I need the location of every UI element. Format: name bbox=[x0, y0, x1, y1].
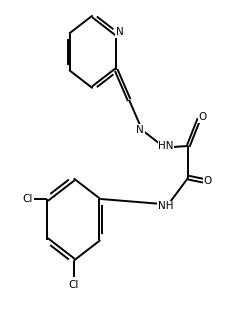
Text: HN: HN bbox=[158, 141, 174, 151]
Text: N: N bbox=[116, 27, 124, 37]
Text: Cl: Cl bbox=[22, 194, 33, 204]
Text: O: O bbox=[204, 176, 212, 186]
Text: Cl: Cl bbox=[68, 280, 79, 290]
Text: NH: NH bbox=[158, 201, 173, 211]
Text: N: N bbox=[136, 125, 144, 135]
Text: O: O bbox=[198, 112, 207, 122]
